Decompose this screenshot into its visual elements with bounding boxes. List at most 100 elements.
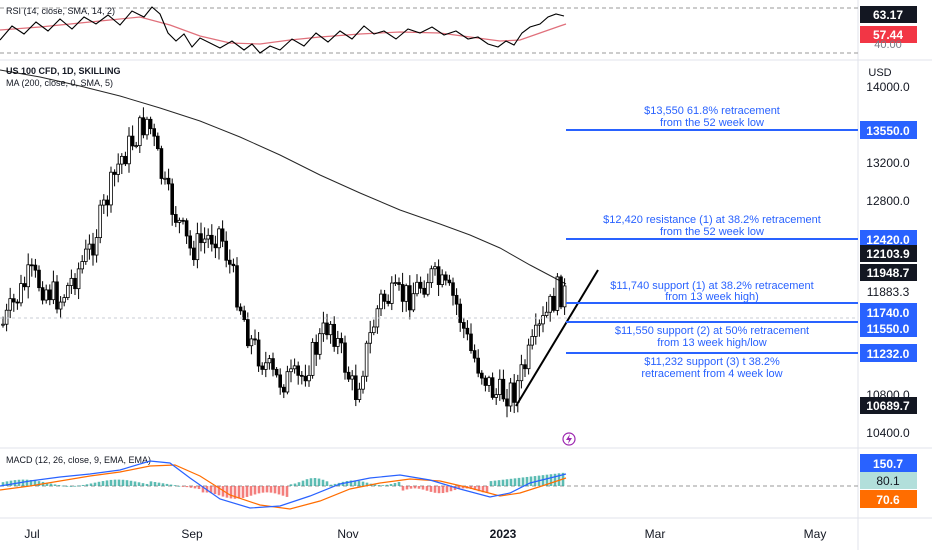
- rsi-pane: RSI (14, close, SMA, 14, 2) 63.17 57.44 …: [0, 6, 917, 54]
- macd-histogram-bar: [345, 480, 349, 486]
- macd-histogram-bar: [93, 482, 97, 486]
- macd-histogram-bar: [29, 479, 33, 486]
- badge-11948-7: 11948.7: [867, 266, 910, 280]
- candle-body: [389, 282, 394, 304]
- time-axis: Jul Sep Nov 2023 Mar May: [24, 527, 826, 541]
- macd-histogram-bar: [317, 478, 321, 486]
- candle-body: [29, 264, 34, 267]
- macd-histogram-bar: [433, 486, 437, 493]
- macd-histogram-bar: [65, 485, 69, 487]
- candle-body: [397, 282, 401, 285]
- price-tick: 11883.3: [867, 285, 910, 299]
- candle-body: [238, 306, 243, 312]
- macd-histogram-bar: [521, 477, 525, 486]
- candle-body: [102, 199, 106, 206]
- candle-body: [494, 394, 498, 398]
- badge-11232: 11232.0: [867, 347, 910, 361]
- rsi-value-badge: 63.17: [873, 8, 903, 22]
- symbol-title: US 100 CFD, 1D, SKILLING: [6, 66, 121, 76]
- macd-histogram-bar: [273, 486, 277, 494]
- macd-histogram-bar: [501, 479, 505, 486]
- candle-body: [33, 264, 38, 271]
- candle-body: [555, 276, 560, 311]
- candle-body: [404, 285, 408, 302]
- macd-histogram-bar: [185, 486, 189, 488]
- candle-body: [422, 287, 426, 295]
- candle-body: [137, 117, 142, 147]
- macd-histogram-bar: [101, 481, 105, 486]
- macd-histogram-bar: [69, 485, 73, 487]
- price-tick: 14000.0: [866, 80, 910, 94]
- candle-body: [51, 281, 56, 301]
- candle-body: [440, 274, 444, 285]
- macd-histogram-bar: [301, 480, 305, 486]
- time-label-nov: Nov: [337, 527, 358, 541]
- macd-histogram-bar: [485, 486, 489, 494]
- candle-body: [120, 155, 124, 165]
- candle-body: [159, 148, 164, 179]
- candle-body: [559, 276, 563, 308]
- candle-body: [350, 375, 354, 380]
- candle-body: [296, 365, 300, 376]
- candle-body: [4, 309, 9, 325]
- badge-10689-7: 10689.7: [866, 399, 910, 413]
- candle-body: [505, 398, 509, 407]
- macd-histogram-bar: [213, 486, 217, 495]
- candle-body: [112, 171, 117, 175]
- candle-body: [116, 163, 121, 175]
- annotation-11550-line2: from 13 week high/low: [657, 337, 766, 349]
- macd-histogram-bar: [393, 483, 397, 486]
- macd-histogram-bar: [137, 482, 141, 486]
- macd-histogram-bar: [225, 486, 229, 498]
- macd-histogram-bar: [473, 486, 477, 491]
- candle-body: [281, 386, 286, 393]
- candle-body: [368, 332, 372, 344]
- candle-body: [436, 266, 441, 285]
- macd-histogram-bar: [325, 481, 329, 486]
- macd-histogram-bar: [33, 480, 37, 486]
- macd-histogram-bar: [241, 486, 245, 498]
- macd-histogram-bar: [269, 486, 273, 493]
- candle-body: [253, 338, 257, 341]
- candle-body: [443, 274, 448, 281]
- candle-body: [548, 295, 552, 313]
- macd-legend: MACD (12, 26, close, 9, EMA, EMA): [6, 455, 151, 465]
- time-label-2023: 2023: [490, 527, 517, 541]
- macd-histogram-bar: [445, 486, 449, 493]
- macd-histogram-bar: [321, 479, 325, 486]
- candle-body: [127, 135, 131, 165]
- candle-body: [209, 234, 214, 245]
- candle-body: [339, 338, 344, 344]
- candle-body: [80, 261, 85, 270]
- badge-11740: 11740.0: [867, 306, 910, 320]
- candle-body: [461, 322, 466, 329]
- macd-histogram-bar: [497, 480, 501, 486]
- macd-histogram-bar: [349, 480, 353, 486]
- macd-histogram-bar: [237, 486, 241, 499]
- rsi-sma-badge: 57.44: [873, 28, 903, 42]
- macd-histogram-bar: [49, 483, 53, 486]
- price-pane: US 100 CFD, 1D, SKILLING MA (200, close,…: [0, 66, 917, 446]
- candle-body: [44, 289, 48, 301]
- macd-histogram-bar: [397, 481, 401, 486]
- macd-histogram-bar: [481, 486, 485, 493]
- candle-body: [382, 293, 387, 302]
- lightning-icon[interactable]: [562, 432, 576, 446]
- candle-body: [487, 377, 491, 386]
- candle-body: [501, 378, 506, 400]
- macd-histogram-bar: [545, 474, 549, 486]
- candle-body: [256, 339, 261, 367]
- macd-histogram-bar: [53, 484, 57, 486]
- candle-body: [11, 298, 16, 303]
- macd-histogram-bar: [425, 486, 429, 491]
- macd-histogram-bar: [169, 484, 173, 486]
- candle-body: [523, 364, 527, 370]
- macd-histogram-bar: [105, 480, 109, 486]
- macd-histogram-bar: [461, 486, 465, 489]
- candle-body: [317, 333, 322, 355]
- candle-body: [148, 118, 153, 130]
- macd-histogram-bar: [357, 480, 361, 486]
- macd-histogram-bar: [201, 486, 205, 493]
- candle-body: [552, 295, 556, 311]
